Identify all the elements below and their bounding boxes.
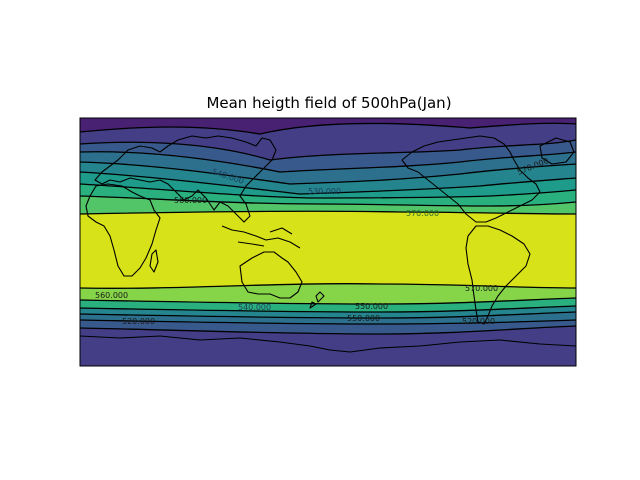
contour-label: 550.000 — [355, 302, 388, 311]
contour-line — [80, 171, 576, 195]
coastline-layer — [80, 135, 576, 353]
contour-label: 520.000 — [122, 317, 155, 326]
contour-line — [80, 297, 576, 305]
coastline-indonesia — [221, 225, 301, 249]
coastline-antarctica — [80, 335, 576, 353]
contour-line — [80, 319, 576, 325]
coastline-south-america — [465, 225, 531, 325]
coastline-north-america — [401, 135, 541, 223]
coastline-new-zealand — [309, 291, 325, 309]
contour-line — [80, 139, 576, 161]
band-south-far — [80, 326, 576, 366]
coastline-eurasia — [94, 135, 277, 223]
coastline-greenland — [539, 137, 575, 165]
contour-label: 560.000 — [95, 291, 128, 300]
map-title: Mean heigth field of 500hPa(Jan) — [206, 94, 452, 112]
contour-label: 530.000 — [308, 187, 341, 196]
contour-line — [80, 161, 576, 185]
contour-line — [80, 122, 576, 135]
contour-label: 560.000 — [174, 196, 207, 205]
contour-line — [80, 305, 576, 313]
coastline-africa — [85, 183, 161, 277]
contour-line — [80, 325, 576, 335]
contour-fill-layer — [80, 118, 576, 366]
contour-label: 550.000 — [347, 314, 380, 323]
contour-label: 540.000 — [238, 303, 271, 312]
contour-label: 570.000 — [465, 284, 498, 293]
coastline-madagascar — [149, 249, 159, 273]
coastline-australia — [239, 251, 303, 299]
contour-line-layer — [80, 122, 576, 335]
contour-line — [80, 283, 576, 289]
contour-line — [80, 195, 576, 207]
contour-label: 520.000 — [462, 317, 495, 326]
contour-line — [80, 210, 576, 215]
contour-line — [80, 311, 576, 319]
map-frame — [79, 117, 577, 367]
contour-label: 570.000 — [406, 209, 439, 218]
contour-line — [80, 183, 576, 199]
